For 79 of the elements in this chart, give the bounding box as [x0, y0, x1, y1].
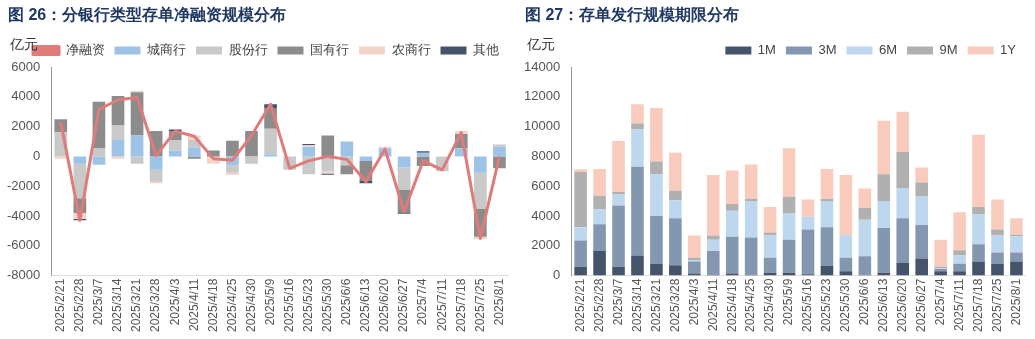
x-tick-label: 2025/3/21	[648, 278, 663, 333]
x-tick-label: 2025/5/16	[800, 278, 815, 333]
y-tick-label: 10000	[523, 118, 561, 134]
chart-title: 图 27：存单发行规模期限分布	[524, 5, 741, 25]
x-tick-label: 2025/3/28	[667, 278, 682, 333]
legend-label: 股份行	[228, 42, 268, 58]
x-tick-label: 2025/3/28	[148, 278, 163, 333]
y-tick-label: 6000	[531, 177, 561, 193]
x-tick-label: 2025/5/16	[281, 278, 296, 333]
x-tick-label: 2025/2/21	[53, 278, 68, 333]
x-tick-label: 2025/3/14	[629, 278, 644, 333]
legend-label: 净融资	[65, 42, 105, 58]
chart-title: 图 26：分银行类型存单净融资规模分布	[7, 5, 288, 25]
x-tick-label: 2025/5/30	[320, 278, 335, 333]
y-tick-label: -6000	[7, 237, 41, 253]
y-tick-label: -2000	[7, 177, 41, 193]
y-tick-label: 8000	[531, 147, 561, 163]
y-tick-label: -8000	[7, 267, 41, 283]
x-tick-label: 2025/4/18	[205, 278, 220, 333]
y-tick-label: 2000	[531, 237, 561, 253]
y-axis-title: 亿元	[9, 35, 38, 52]
x-tick-label: 2025/7/25	[472, 278, 487, 333]
x-tick-label: 2025/7/4	[415, 278, 430, 326]
x-tick-label: 2025/4/30	[762, 278, 777, 333]
x-tick-label: 2025/4/3	[686, 278, 701, 326]
legend-label: 国有行	[310, 42, 349, 58]
x-tick-label: 2025/3/14	[110, 278, 125, 333]
x-tick-label: 2025/7/11	[951, 278, 966, 332]
x-tick-label: 2025/4/18	[724, 278, 739, 333]
y-tick-label: 0	[552, 267, 561, 283]
x-tick-label: 2025/3/7	[610, 278, 625, 326]
x-tick-label: 2025/4/11	[705, 278, 720, 332]
y-tick-label: 6000	[11, 58, 41, 74]
x-tick-label: 2025/6/6	[857, 278, 872, 326]
x-tick-label: 2025/7/11	[434, 278, 449, 332]
legend-label: 1Y	[1000, 42, 1017, 58]
y-tick-label: 0	[33, 147, 41, 163]
y-tick-label: 4000	[531, 207, 561, 223]
x-tick-label: 2025/5/23	[819, 278, 834, 333]
x-tick-label: 2025/4/25	[743, 278, 758, 333]
y-tick-label: 14000	[523, 58, 561, 74]
x-tick-label: 2025/8/1	[491, 278, 506, 326]
x-tick-label: 2025/6/20	[377, 278, 392, 333]
x-tick-label: 2025/7/18	[453, 278, 468, 333]
x-tick-label: 2025/2/28	[72, 278, 87, 333]
legend-label: 城商行	[146, 42, 186, 58]
x-tick-label: 2025/5/9	[262, 278, 277, 326]
x-tick-label: 2025/6/13	[358, 278, 373, 333]
x-tick-label: 2025/7/4	[932, 278, 947, 326]
x-tick-label: 2025/5/30	[838, 278, 853, 333]
x-tick-label: 2025/7/18	[970, 278, 985, 333]
x-tick-label: 2025/3/21	[129, 278, 144, 333]
x-tick-label: 2025/6/27	[396, 278, 411, 333]
x-tick-label: 2025/4/3	[167, 278, 182, 326]
x-tick-label: 2025/5/9	[781, 278, 796, 326]
x-tick-label: 2025/4/30	[243, 278, 258, 333]
x-tick-label: 2025/7/25	[989, 278, 1004, 333]
legend-label: 1M	[757, 42, 776, 58]
x-tick-label: 2025/3/7	[91, 278, 106, 326]
x-tick-label: 2025/2/28	[591, 278, 606, 333]
legend-label: 9M	[939, 42, 958, 58]
x-tick-label: 2025/5/23	[301, 278, 316, 333]
x-tick-label: 2025/6/27	[914, 278, 928, 333]
legend-label: 3M	[818, 42, 837, 58]
legend-label: 6M	[878, 42, 898, 58]
y-tick-label: -4000	[7, 207, 41, 223]
x-tick-label: 2025/6/13	[876, 278, 891, 333]
x-tick-label: 2025/4/25	[224, 278, 239, 333]
y-axis-title: 亿元	[526, 35, 555, 52]
x-tick-label: 2025/2/21	[572, 278, 587, 333]
y-tick-label: 2000	[11, 118, 41, 134]
y-tick-label: 12000	[523, 88, 561, 104]
x-tick-label: 2025/6/20	[895, 278, 910, 333]
y-tick-label: 4000	[11, 88, 41, 104]
x-tick-label: 2025/6/6	[339, 278, 354, 326]
x-tick-label: 2025/4/11	[186, 278, 201, 332]
x-tick-label: 2025/8/1	[1008, 278, 1023, 326]
legend-label: 其他	[473, 42, 499, 58]
legend-label: 农商行	[391, 42, 431, 58]
